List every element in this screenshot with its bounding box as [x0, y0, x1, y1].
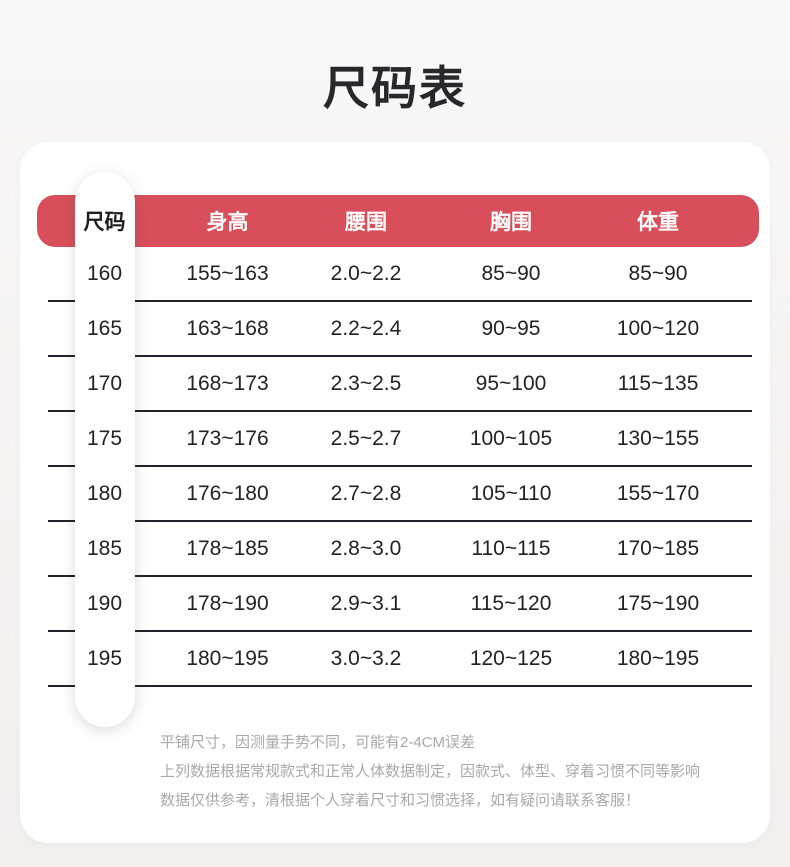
waist-cell: 2.7~2.8	[330, 481, 402, 505]
size-cell: 185	[86, 536, 123, 560]
weight-cell: 115~135	[617, 371, 699, 395]
weight-cell: 85~90	[628, 261, 688, 285]
height-cell: 178~185	[186, 536, 269, 560]
chest-cell: 90~95	[481, 316, 541, 340]
weight-cell: 180~195	[616, 646, 700, 670]
height-cell: 173~176	[186, 426, 269, 450]
column-header-weight: 体重	[637, 211, 679, 234]
height-cell: 155~163	[186, 261, 269, 285]
column-header-chest: 胸围	[490, 211, 532, 234]
note-line: 数据仅供参考，清根据个人穿着尺寸和习惯选择，如有疑问请联系客服！	[160, 792, 641, 809]
table-row: 175 173~176 2.5~2.7 100~105 130~155	[48, 412, 752, 467]
size-chart-card: 160 155~163 2.0~2.2 85~90 85~90 165 163~…	[20, 142, 770, 843]
table-row: 160 155~163 2.0~2.2 85~90 85~90	[48, 247, 752, 302]
table-row: 180 176~180 2.7~2.8 105~110 155~170	[48, 467, 752, 522]
waist-cell: 3.0~3.2	[330, 646, 402, 670]
size-cell: 195	[86, 646, 123, 670]
weight-cell: 175~190	[616, 591, 700, 615]
weight-cell: 170~185	[616, 536, 700, 560]
size-cell: 170	[86, 371, 123, 395]
size-cell: 175	[86, 426, 123, 450]
chest-cell: 105~110	[470, 481, 552, 505]
chest-cell: 85~90	[481, 261, 541, 285]
waist-cell: 2.3~2.5	[330, 371, 402, 395]
height-cell: 178~190	[186, 591, 269, 615]
table-row: 185 178~185 2.8~3.0 110~115 170~185	[48, 522, 752, 577]
height-cell: 163~168	[186, 316, 269, 340]
size-cell: 160	[86, 261, 123, 285]
size-cell: 180	[86, 481, 123, 505]
size-cell: 190	[86, 591, 123, 615]
height-cell: 168~173	[186, 371, 269, 395]
waist-cell: 2.5~2.7	[330, 426, 402, 450]
waist-cell: 2.2~2.4	[330, 316, 402, 340]
column-header-size: 尺码	[83, 211, 126, 234]
table-row: 190 178~190 2.9~3.1 115~120 175~190	[48, 577, 752, 632]
table-header-row: 尺码 身高 腰围 胸围 体重	[48, 195, 752, 247]
table-row: 170 168~173 2.3~2.5 95~100 115~135	[48, 357, 752, 412]
chest-cell: 115~120	[470, 591, 552, 615]
note-line: 上列数据根据常规款式和正常人体数据制定，因款式、体型、穿着习惯不同等影响	[160, 763, 701, 780]
size-table: 160 155~163 2.0~2.2 85~90 85~90 165 163~…	[37, 172, 759, 727]
size-notes: 平铺尺寸，因测量手势不同，可能有2-4CM误差 上列数据根据常规款式和正常人体数…	[160, 728, 760, 815]
height-cell: 180~195	[186, 646, 269, 670]
waist-cell: 2.9~3.1	[330, 591, 402, 615]
table-header-bar	[37, 195, 759, 247]
table-row: 165 163~168 2.2~2.4 90~95 100~120	[48, 302, 752, 357]
table-body: 160 155~163 2.0~2.2 85~90 85~90 165 163~…	[48, 247, 752, 687]
weight-cell: 100~120	[616, 316, 700, 340]
chest-cell: 100~105	[469, 426, 553, 450]
chest-cell: 120~125	[469, 646, 553, 670]
note-line: 平铺尺寸，因测量手势不同，可能有2-4CM误差	[160, 734, 476, 751]
size-cell: 165	[86, 316, 123, 340]
column-header-waist: 腰围	[345, 211, 387, 234]
waist-cell: 2.0~2.2	[330, 261, 402, 285]
chest-cell: 95~100	[475, 371, 547, 395]
size-column-pill	[75, 172, 135, 727]
chest-cell: 110~115	[471, 536, 551, 560]
column-header-height: 身高	[206, 211, 249, 234]
waist-cell: 2.8~3.0	[330, 536, 402, 560]
table-row: 195 180~195 3.0~3.2 120~125 180~195	[48, 632, 752, 687]
page-title: 尺码表	[323, 62, 467, 114]
weight-cell: 155~170	[616, 481, 700, 505]
weight-cell: 130~155	[616, 426, 700, 450]
height-cell: 176~180	[186, 481, 269, 505]
